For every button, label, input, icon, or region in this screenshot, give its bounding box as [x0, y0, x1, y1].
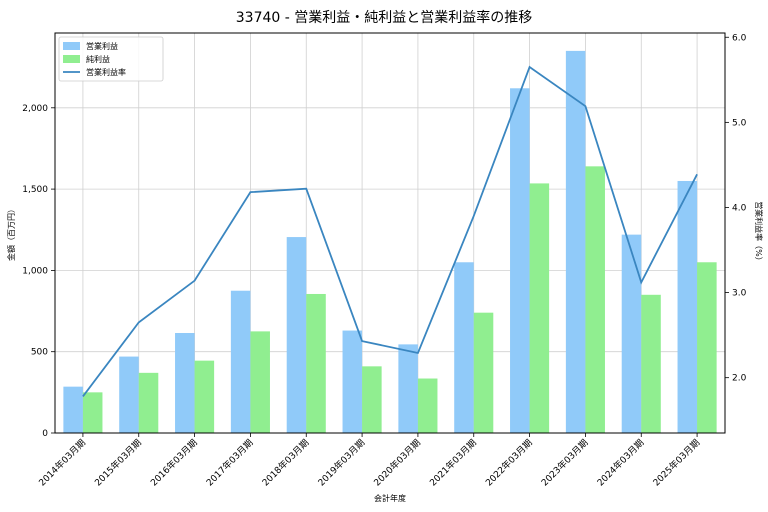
legend-label: 純利益	[86, 54, 110, 64]
legend-swatch	[63, 55, 80, 63]
right-ticks: 2.0 3.0 4.0 5.0 6.0	[725, 33, 747, 384]
bar-net-profit	[417, 378, 438, 433]
tick-label-x: 2021年03月期	[427, 437, 479, 489]
bar-operating-profit	[565, 50, 586, 434]
chart-title: 33740 - 営業利益・純利益と営業利益率の推移	[236, 9, 533, 26]
tick-label-x: 2019年03月期	[315, 437, 367, 489]
tick-label-x: 2022年03月期	[483, 437, 535, 489]
tick-label-left: 2,000	[22, 104, 48, 114]
legend-label: 営業利益率	[86, 67, 126, 77]
x-axis-label: 会計年度	[374, 493, 406, 503]
bar-net-profit	[306, 293, 326, 433]
plot-frame	[54, 32, 726, 434]
tick-label-x: 2017年03月期	[204, 437, 256, 489]
margin-line	[82, 65, 698, 397]
bar-net-profit	[641, 294, 661, 433]
bar-operating-profit	[286, 237, 307, 433]
bar-operating-profit	[342, 330, 363, 433]
tick-label-right: 5.0	[732, 118, 747, 128]
y-axis-label-right: 営業利益率（%）	[754, 201, 764, 265]
bar-operating-profit	[398, 344, 418, 433]
tick-label-right: 3.0	[732, 289, 747, 299]
line-operating-margin	[82, 65, 698, 397]
bar-operating-profit	[454, 262, 474, 433]
bar-net-profit	[697, 262, 717, 433]
bar-operating-profit	[677, 180, 698, 433]
tick-label-x: 2024年03月期	[594, 437, 646, 489]
bar-net-profit	[362, 366, 382, 433]
legend-swatch	[63, 42, 80, 50]
tick-label-left: 1,000	[22, 266, 48, 276]
legend-label: 営業利益	[86, 41, 118, 51]
tick-label-right: 2.0	[732, 374, 747, 384]
tick-label-right: 6.0	[732, 33, 747, 43]
y-axis-label-left: 金額（百万円）	[6, 205, 16, 261]
tick-label-x: 2018年03月期	[259, 437, 311, 489]
bar-net-profit	[138, 372, 159, 433]
bars	[63, 50, 717, 434]
tick-label-x: 2015年03月期	[92, 437, 144, 489]
tick-label-left: 500	[31, 348, 48, 358]
tick-label-x: 2016年03月期	[148, 437, 200, 489]
bar-net-profit	[194, 360, 215, 433]
bar-net-profit	[250, 331, 270, 433]
bar-net-profit	[585, 166, 605, 434]
bar-operating-profit	[510, 88, 530, 434]
tick-label-x: 2020年03月期	[371, 437, 423, 489]
bar-net-profit	[473, 312, 494, 433]
bar-net-profit	[82, 392, 103, 433]
bar-net-profit	[529, 183, 550, 433]
bar-operating-profit	[175, 333, 195, 433]
bar-operating-profit	[230, 290, 251, 433]
bar-operating-profit	[63, 386, 83, 433]
legend-box	[58, 36, 164, 82]
tick-label-x: 2023年03月期	[539, 437, 591, 489]
bar-operating-profit	[119, 356, 139, 433]
tick-label-right: 4.0	[732, 203, 747, 213]
tick-label-left: 1,500	[22, 185, 48, 195]
x-ticks: 2014年03月期 2015年03月期 2016年03月期 2017年03月期 2018…	[36, 433, 702, 489]
tick-label-left: 0	[42, 429, 48, 439]
tick-label-x: 2025年03月期	[650, 437, 702, 489]
tick-label-x: 2014年03月期	[36, 437, 88, 489]
bar-operating-profit	[621, 234, 642, 433]
left-ticks: 0 500 1,000 1,500 2,000	[22, 104, 55, 439]
